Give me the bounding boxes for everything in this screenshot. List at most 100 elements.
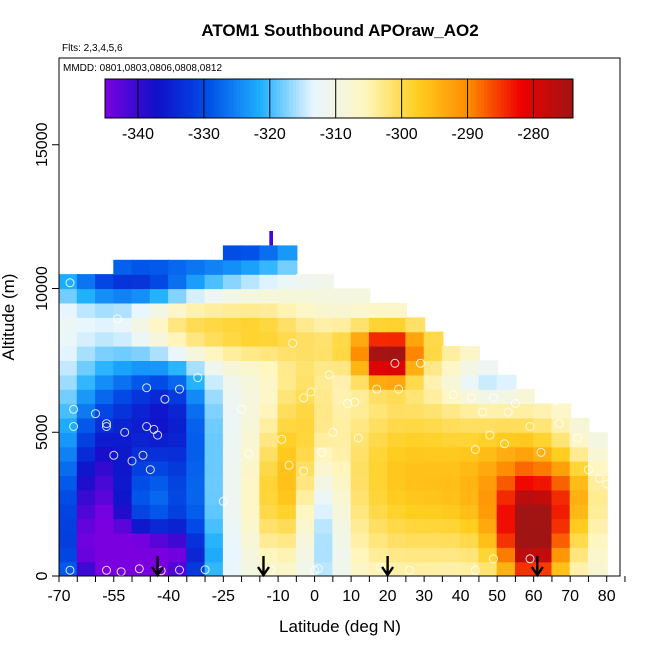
heatmap-cell	[131, 532, 152, 548]
observation-point	[554, 419, 564, 429]
heatmap-cell	[204, 302, 225, 318]
x-tick-label: -70	[47, 588, 70, 605]
heatmap-cell	[168, 259, 188, 275]
heatmap-cell	[551, 475, 572, 491]
heatmap-cell	[295, 360, 316, 376]
heatmap-cell	[131, 302, 152, 318]
heatmap-cell	[222, 274, 243, 290]
heatmap-cell	[186, 461, 207, 476]
colorbar-segment	[256, 79, 261, 118]
heatmap-cell	[460, 417, 480, 433]
heatmap-cell	[113, 561, 134, 576]
heatmap-cell	[131, 317, 152, 333]
colorbar-segment	[210, 79, 215, 118]
heatmap-cell	[241, 561, 261, 576]
heatmap-cell	[149, 475, 170, 491]
heatmap-cell	[314, 532, 334, 548]
heatmap-cell	[515, 561, 535, 576]
heatmap-cell	[76, 346, 97, 361]
heatmap-cell	[59, 317, 79, 333]
colorbar-segment	[381, 79, 386, 118]
colorbar-segment	[246, 79, 251, 118]
heatmap-cell	[588, 547, 608, 563]
heatmap-cell	[350, 446, 371, 462]
heatmap-cell	[222, 259, 243, 275]
heatmap-cell	[113, 403, 134, 419]
observation-point	[525, 422, 535, 431]
heatmap-cell	[441, 360, 462, 376]
heatmap-cell	[168, 360, 188, 376]
heatmap-cell	[131, 432, 152, 448]
heatmap-cell	[59, 389, 79, 405]
heatmap-cell	[478, 432, 499, 448]
heatmap-cell	[76, 331, 97, 347]
heatmap-cell	[368, 403, 389, 419]
heatmap-cell	[76, 518, 97, 534]
heatmap-cell	[259, 475, 280, 491]
colorbar-segment	[190, 79, 195, 118]
heatmap-cell	[460, 446, 480, 462]
heatmap-cell	[277, 389, 298, 405]
colorbar-segment	[497, 79, 501, 118]
heatmap-cell	[95, 475, 115, 491]
colorbar-segment	[147, 79, 152, 118]
heatmap-cell	[478, 389, 499, 405]
heatmap-cell	[332, 346, 353, 361]
profile-arrow	[151, 556, 165, 578]
heatmap-cell	[496, 547, 517, 563]
heatmap-cell	[186, 302, 207, 318]
observation-point	[313, 564, 323, 574]
observation-point	[193, 373, 203, 383]
colorbar-segment	[154, 79, 159, 118]
heatmap-cell	[350, 432, 371, 448]
heatmap-cell	[295, 389, 316, 405]
heatmap-cell	[277, 360, 298, 376]
heatmap-cell	[332, 461, 353, 476]
colorbar-segment	[164, 79, 169, 118]
observation-point	[284, 460, 294, 470]
colorbar-segment	[352, 79, 356, 118]
profile-arrow-head	[530, 566, 544, 578]
heatmap-cell	[478, 403, 499, 419]
heatmap-cell	[259, 518, 280, 534]
heatmap-cell	[59, 360, 79, 376]
heatmap-cell	[515, 489, 535, 505]
heatmap-cell	[204, 518, 225, 534]
heatmap-cell	[533, 489, 553, 505]
heatmap-cell	[204, 374, 225, 390]
observation-point	[102, 422, 111, 431]
heatmap-cell	[241, 302, 261, 318]
heatmap-cell	[350, 403, 371, 419]
heatmap-cell	[76, 274, 97, 290]
heatmap-cell	[168, 547, 188, 563]
colorbar-segment	[523, 79, 528, 118]
colorbar-segment	[282, 79, 287, 118]
colorbar-segment	[306, 79, 310, 118]
observation-point	[127, 456, 137, 466]
heatmap-cell	[113, 374, 134, 390]
heatmap-cell	[95, 360, 115, 376]
heatmap-cell	[59, 446, 79, 462]
heatmap-cell	[131, 374, 152, 390]
heatmap-cell	[314, 475, 334, 491]
heatmap-cell	[405, 532, 426, 548]
heatmap-cell	[204, 317, 225, 333]
heatmap-cell	[368, 331, 389, 347]
heatmap-cell	[441, 561, 462, 576]
heatmap-cell	[551, 561, 572, 576]
colorbar-segment	[342, 79, 347, 118]
heatmap-cell	[387, 461, 407, 476]
colorbar-segment	[174, 79, 179, 118]
colorbar-segment	[286, 79, 291, 118]
heatmap-cell	[186, 504, 207, 520]
heatmap-cell	[59, 288, 79, 304]
heatmap-cell	[277, 245, 298, 261]
heatmap-cell	[204, 532, 225, 548]
heatmap-cell	[168, 446, 188, 462]
observation-point	[536, 447, 546, 457]
heatmap-cell	[423, 461, 444, 476]
heatmap-cell	[533, 518, 553, 534]
observation-point	[237, 404, 247, 414]
heatmap-cell	[95, 331, 115, 347]
heatmap-cell	[478, 360, 499, 376]
